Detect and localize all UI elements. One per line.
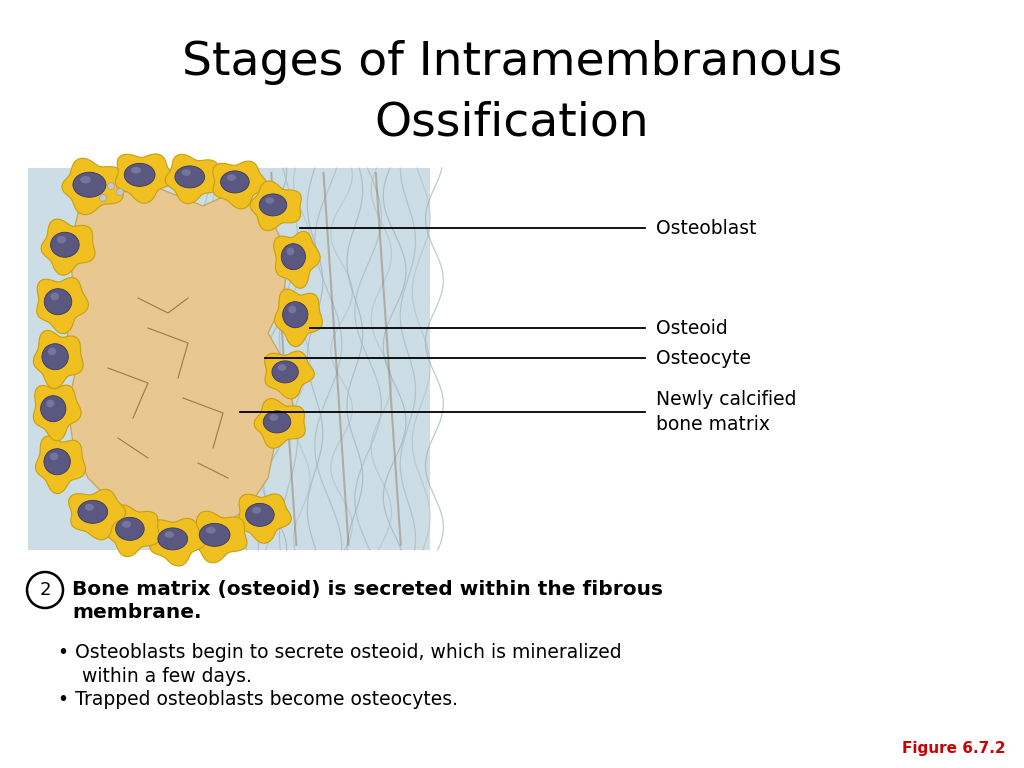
Ellipse shape xyxy=(44,289,72,315)
Ellipse shape xyxy=(80,176,91,184)
Polygon shape xyxy=(273,231,321,288)
Ellipse shape xyxy=(283,302,308,328)
Ellipse shape xyxy=(78,500,108,523)
Ellipse shape xyxy=(41,396,66,422)
Polygon shape xyxy=(116,154,173,204)
Polygon shape xyxy=(41,219,95,275)
Ellipse shape xyxy=(288,306,296,313)
Ellipse shape xyxy=(200,523,230,546)
Ellipse shape xyxy=(278,364,286,371)
Polygon shape xyxy=(165,154,221,204)
Ellipse shape xyxy=(175,166,205,188)
Polygon shape xyxy=(34,385,81,441)
Ellipse shape xyxy=(220,171,249,193)
Text: Bone matrix (osteoid) is secreted within the fibrous
membrane.: Bone matrix (osteoid) is secreted within… xyxy=(72,580,663,623)
Ellipse shape xyxy=(272,361,298,383)
Text: Stages of Intramembranous: Stages of Intramembranous xyxy=(182,40,842,85)
Circle shape xyxy=(27,572,63,608)
Ellipse shape xyxy=(246,503,274,526)
Ellipse shape xyxy=(269,414,279,421)
Text: Osteocyte: Osteocyte xyxy=(656,349,751,368)
Circle shape xyxy=(117,188,124,196)
Ellipse shape xyxy=(131,167,141,174)
Text: • Osteoblasts begin to secrete osteoid, which is mineralized
    within a few da: • Osteoblasts begin to secrete osteoid, … xyxy=(58,643,622,686)
Ellipse shape xyxy=(165,531,174,538)
Ellipse shape xyxy=(57,236,67,243)
Polygon shape xyxy=(274,289,323,346)
Ellipse shape xyxy=(85,504,94,511)
Ellipse shape xyxy=(259,194,287,216)
Ellipse shape xyxy=(42,344,69,369)
Ellipse shape xyxy=(158,528,187,550)
Text: 2: 2 xyxy=(39,581,51,599)
Ellipse shape xyxy=(282,243,305,270)
Text: Newly calcified
bone matrix: Newly calcified bone matrix xyxy=(656,390,797,434)
Polygon shape xyxy=(34,330,83,389)
Polygon shape xyxy=(264,351,314,399)
Text: Ossification: Ossification xyxy=(375,100,649,145)
Ellipse shape xyxy=(252,507,261,514)
Polygon shape xyxy=(238,494,292,543)
Ellipse shape xyxy=(50,232,79,257)
Ellipse shape xyxy=(181,169,190,176)
Ellipse shape xyxy=(44,449,71,475)
Ellipse shape xyxy=(73,172,105,197)
Polygon shape xyxy=(213,161,266,209)
Polygon shape xyxy=(37,277,88,334)
Ellipse shape xyxy=(124,164,155,187)
Polygon shape xyxy=(69,489,126,540)
Bar xyxy=(28,168,430,550)
Polygon shape xyxy=(150,518,206,566)
Polygon shape xyxy=(61,158,123,215)
Ellipse shape xyxy=(265,197,274,204)
Ellipse shape xyxy=(50,452,58,460)
Circle shape xyxy=(108,183,115,190)
Text: Osteoblast: Osteoblast xyxy=(656,219,757,237)
Ellipse shape xyxy=(227,174,237,180)
Polygon shape xyxy=(106,505,160,557)
Polygon shape xyxy=(254,399,305,449)
Polygon shape xyxy=(36,436,85,494)
Ellipse shape xyxy=(263,411,291,433)
Ellipse shape xyxy=(116,518,144,541)
Ellipse shape xyxy=(122,521,131,528)
Ellipse shape xyxy=(287,247,294,256)
Text: Osteoid: Osteoid xyxy=(656,319,728,337)
Circle shape xyxy=(99,194,106,201)
Text: Figure 6.7.2: Figure 6.7.2 xyxy=(902,741,1006,756)
Ellipse shape xyxy=(50,293,59,300)
Ellipse shape xyxy=(206,527,216,534)
Text: • Trapped osteoblasts become osteocytes.: • Trapped osteoblasts become osteocytes. xyxy=(58,690,458,709)
Polygon shape xyxy=(66,188,293,536)
Polygon shape xyxy=(189,511,247,563)
Polygon shape xyxy=(250,181,301,230)
Ellipse shape xyxy=(46,399,54,407)
Ellipse shape xyxy=(48,348,56,356)
